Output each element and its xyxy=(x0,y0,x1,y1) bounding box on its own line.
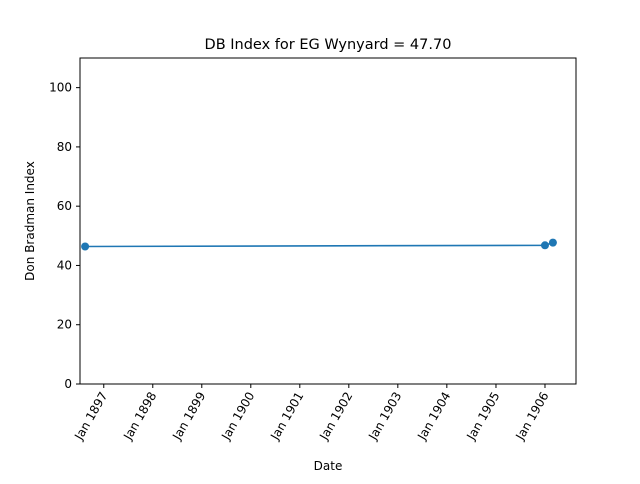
y-tick-label: 20 xyxy=(57,318,72,332)
x-tick-label: Jan 1899 xyxy=(169,390,208,444)
y-axis-label: Don Bradman Index xyxy=(23,161,37,281)
x-tick-label: Jan 1902 xyxy=(316,390,355,444)
x-tick-label: Jan 1904 xyxy=(414,390,453,444)
data-point xyxy=(548,238,557,247)
y-axis: 0 20 40 60 80 100 xyxy=(49,81,80,391)
x-tick-label: Jan 1897 xyxy=(71,390,110,444)
x-tick-label: Jan 1900 xyxy=(218,390,257,444)
y-tick-label: 80 xyxy=(57,140,72,154)
x-axis-label: Date xyxy=(314,459,343,473)
x-tick-label: Jan 1898 xyxy=(120,390,159,444)
x-axis: Jan 1897 Jan 1898 Jan 1899 Jan 1900 Jan 1901… xyxy=(71,384,552,444)
plot-area xyxy=(81,238,557,251)
x-tick-label: Jan 1903 xyxy=(365,390,404,444)
y-tick-label: 100 xyxy=(49,81,72,95)
y-tick-label: 40 xyxy=(57,258,72,272)
x-tick-label: Jan 1906 xyxy=(513,390,552,444)
y-tick-label: 60 xyxy=(57,199,72,213)
series-line xyxy=(85,241,554,248)
y-tick-label: 0 xyxy=(64,377,72,391)
x-tick-label: Jan 1901 xyxy=(267,390,306,444)
plot-frame xyxy=(79,57,577,385)
data-point xyxy=(81,242,90,251)
data-point xyxy=(540,241,549,250)
chart-title: DB Index for EG Wynyard = 47.70 xyxy=(205,37,452,53)
x-tick-label: Jan 1905 xyxy=(464,390,503,444)
